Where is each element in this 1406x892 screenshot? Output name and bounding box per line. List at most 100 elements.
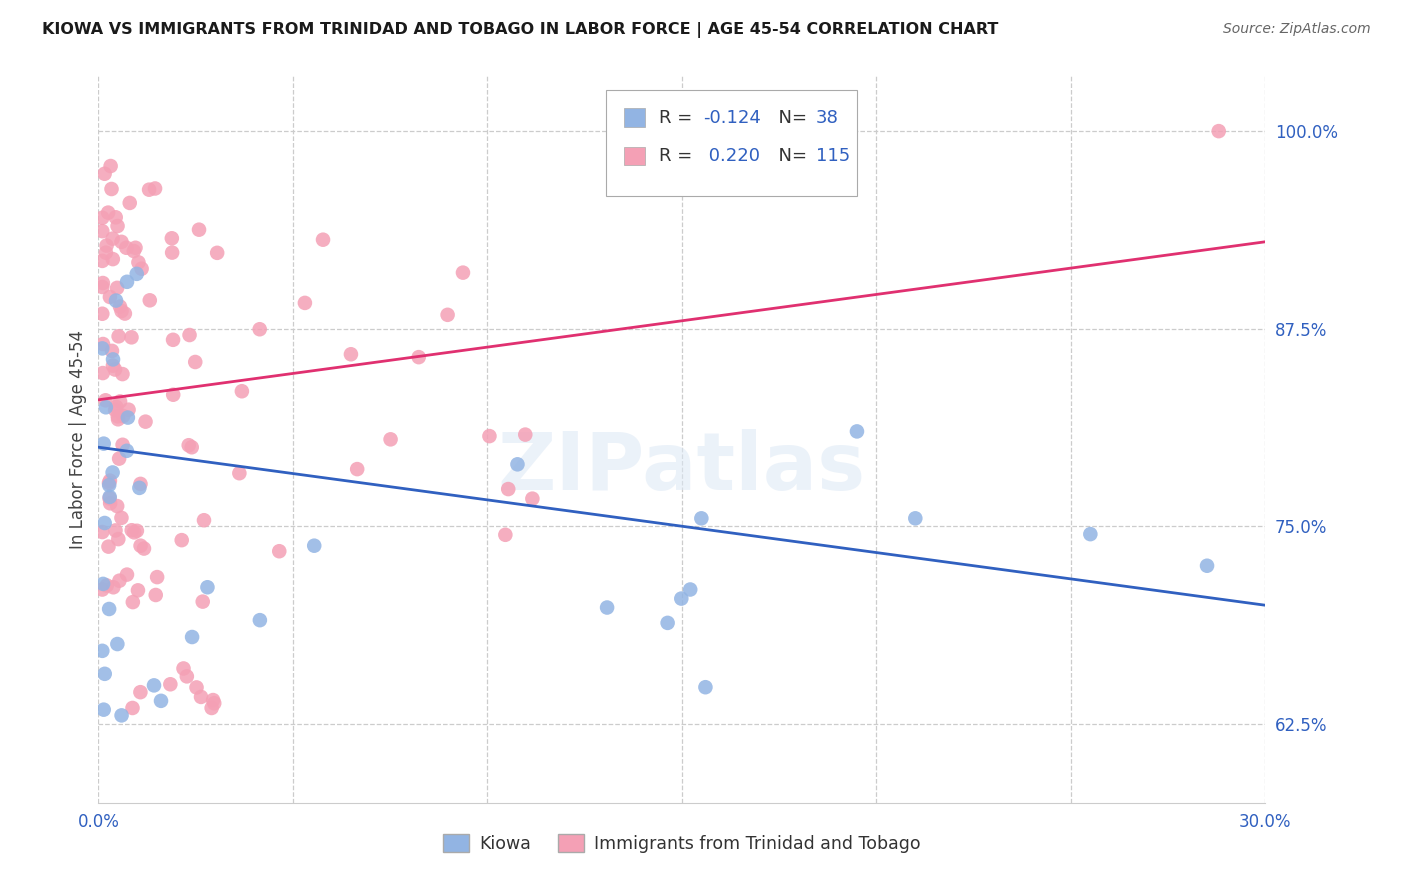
Point — [231, 384, 253, 399]
Point — [94, 245, 117, 260]
Point — [104, 524, 127, 538]
Text: 0.220: 0.220 — [703, 147, 759, 165]
Point — [107, 532, 129, 546]
FancyBboxPatch shape — [606, 90, 858, 195]
Text: Source: ZipAtlas.com: Source: ZipAtlas.com — [1223, 22, 1371, 37]
Point — [904, 511, 927, 525]
Point — [91, 644, 114, 658]
Point — [131, 261, 153, 276]
Point — [112, 409, 135, 423]
Point — [91, 307, 114, 321]
Point — [108, 394, 131, 409]
Point — [110, 511, 132, 525]
Point — [105, 637, 128, 651]
Point — [294, 296, 316, 310]
Point — [269, 544, 291, 558]
Point — [127, 255, 149, 269]
Point — [107, 409, 129, 424]
Point — [105, 400, 128, 414]
Point — [117, 410, 139, 425]
Point — [103, 580, 125, 594]
Point — [108, 451, 131, 466]
Point — [91, 524, 114, 539]
Point — [93, 666, 115, 681]
Point — [104, 362, 127, 376]
Point — [249, 613, 271, 627]
Point — [515, 427, 537, 442]
Point — [1195, 558, 1218, 573]
Point — [110, 708, 132, 723]
Point — [146, 570, 169, 584]
Point — [340, 347, 363, 361]
Point — [98, 496, 121, 510]
Point — [596, 600, 619, 615]
Point — [478, 429, 501, 443]
Point — [522, 491, 544, 506]
Point — [160, 231, 183, 245]
Point — [91, 276, 114, 290]
Point — [91, 577, 114, 591]
Text: -0.124: -0.124 — [703, 109, 761, 127]
Point — [302, 539, 325, 553]
Point — [108, 300, 131, 314]
Text: N=: N= — [768, 147, 813, 165]
Point — [249, 322, 271, 336]
Point — [150, 694, 173, 708]
Point — [121, 330, 143, 344]
Point — [177, 438, 200, 452]
Point — [111, 438, 134, 452]
Point — [104, 211, 127, 225]
Point — [91, 366, 114, 380]
Point — [100, 159, 122, 173]
Point — [107, 329, 129, 343]
Point — [98, 491, 121, 506]
Point — [117, 402, 139, 417]
Point — [115, 443, 138, 458]
Point — [93, 516, 115, 530]
Point — [162, 388, 184, 402]
Point — [93, 167, 115, 181]
Point — [125, 524, 148, 538]
Point — [115, 241, 138, 255]
Point — [101, 352, 124, 367]
Point — [197, 580, 219, 594]
Point — [191, 594, 214, 608]
Point — [128, 481, 150, 495]
Point — [186, 681, 208, 695]
Point — [494, 528, 516, 542]
Point — [91, 582, 114, 597]
Point — [121, 701, 143, 715]
Point — [108, 574, 131, 588]
Point — [143, 678, 166, 692]
Point — [97, 205, 120, 219]
Point — [127, 583, 149, 598]
Y-axis label: In Labor Force | Age 45-54: In Labor Force | Age 45-54 — [69, 330, 87, 549]
Point — [496, 482, 519, 496]
Point — [1080, 527, 1102, 541]
Point — [100, 182, 122, 196]
Point — [184, 355, 207, 369]
Point — [180, 440, 202, 454]
Point — [129, 685, 152, 699]
Point — [671, 591, 693, 606]
Point — [115, 567, 138, 582]
Point — [91, 224, 114, 238]
Point — [124, 241, 146, 255]
Point — [91, 280, 114, 294]
Point — [190, 690, 212, 704]
Text: KIOWA VS IMMIGRANTS FROM TRINIDAD AND TOBAGO IN LABOR FORCE | AGE 45-54 CORRELAT: KIOWA VS IMMIGRANTS FROM TRINIDAD AND TO… — [42, 22, 998, 38]
Point — [436, 308, 458, 322]
Point — [98, 602, 121, 616]
Point — [101, 343, 124, 358]
Point — [96, 578, 118, 592]
Point — [91, 337, 114, 351]
Point — [380, 433, 402, 447]
Point — [846, 425, 869, 439]
Point — [96, 238, 118, 252]
Point — [104, 402, 127, 417]
Point — [139, 293, 162, 308]
Point — [173, 661, 195, 675]
Point — [105, 293, 128, 308]
Point — [657, 615, 679, 630]
Text: ZIPatlas: ZIPatlas — [498, 429, 866, 508]
